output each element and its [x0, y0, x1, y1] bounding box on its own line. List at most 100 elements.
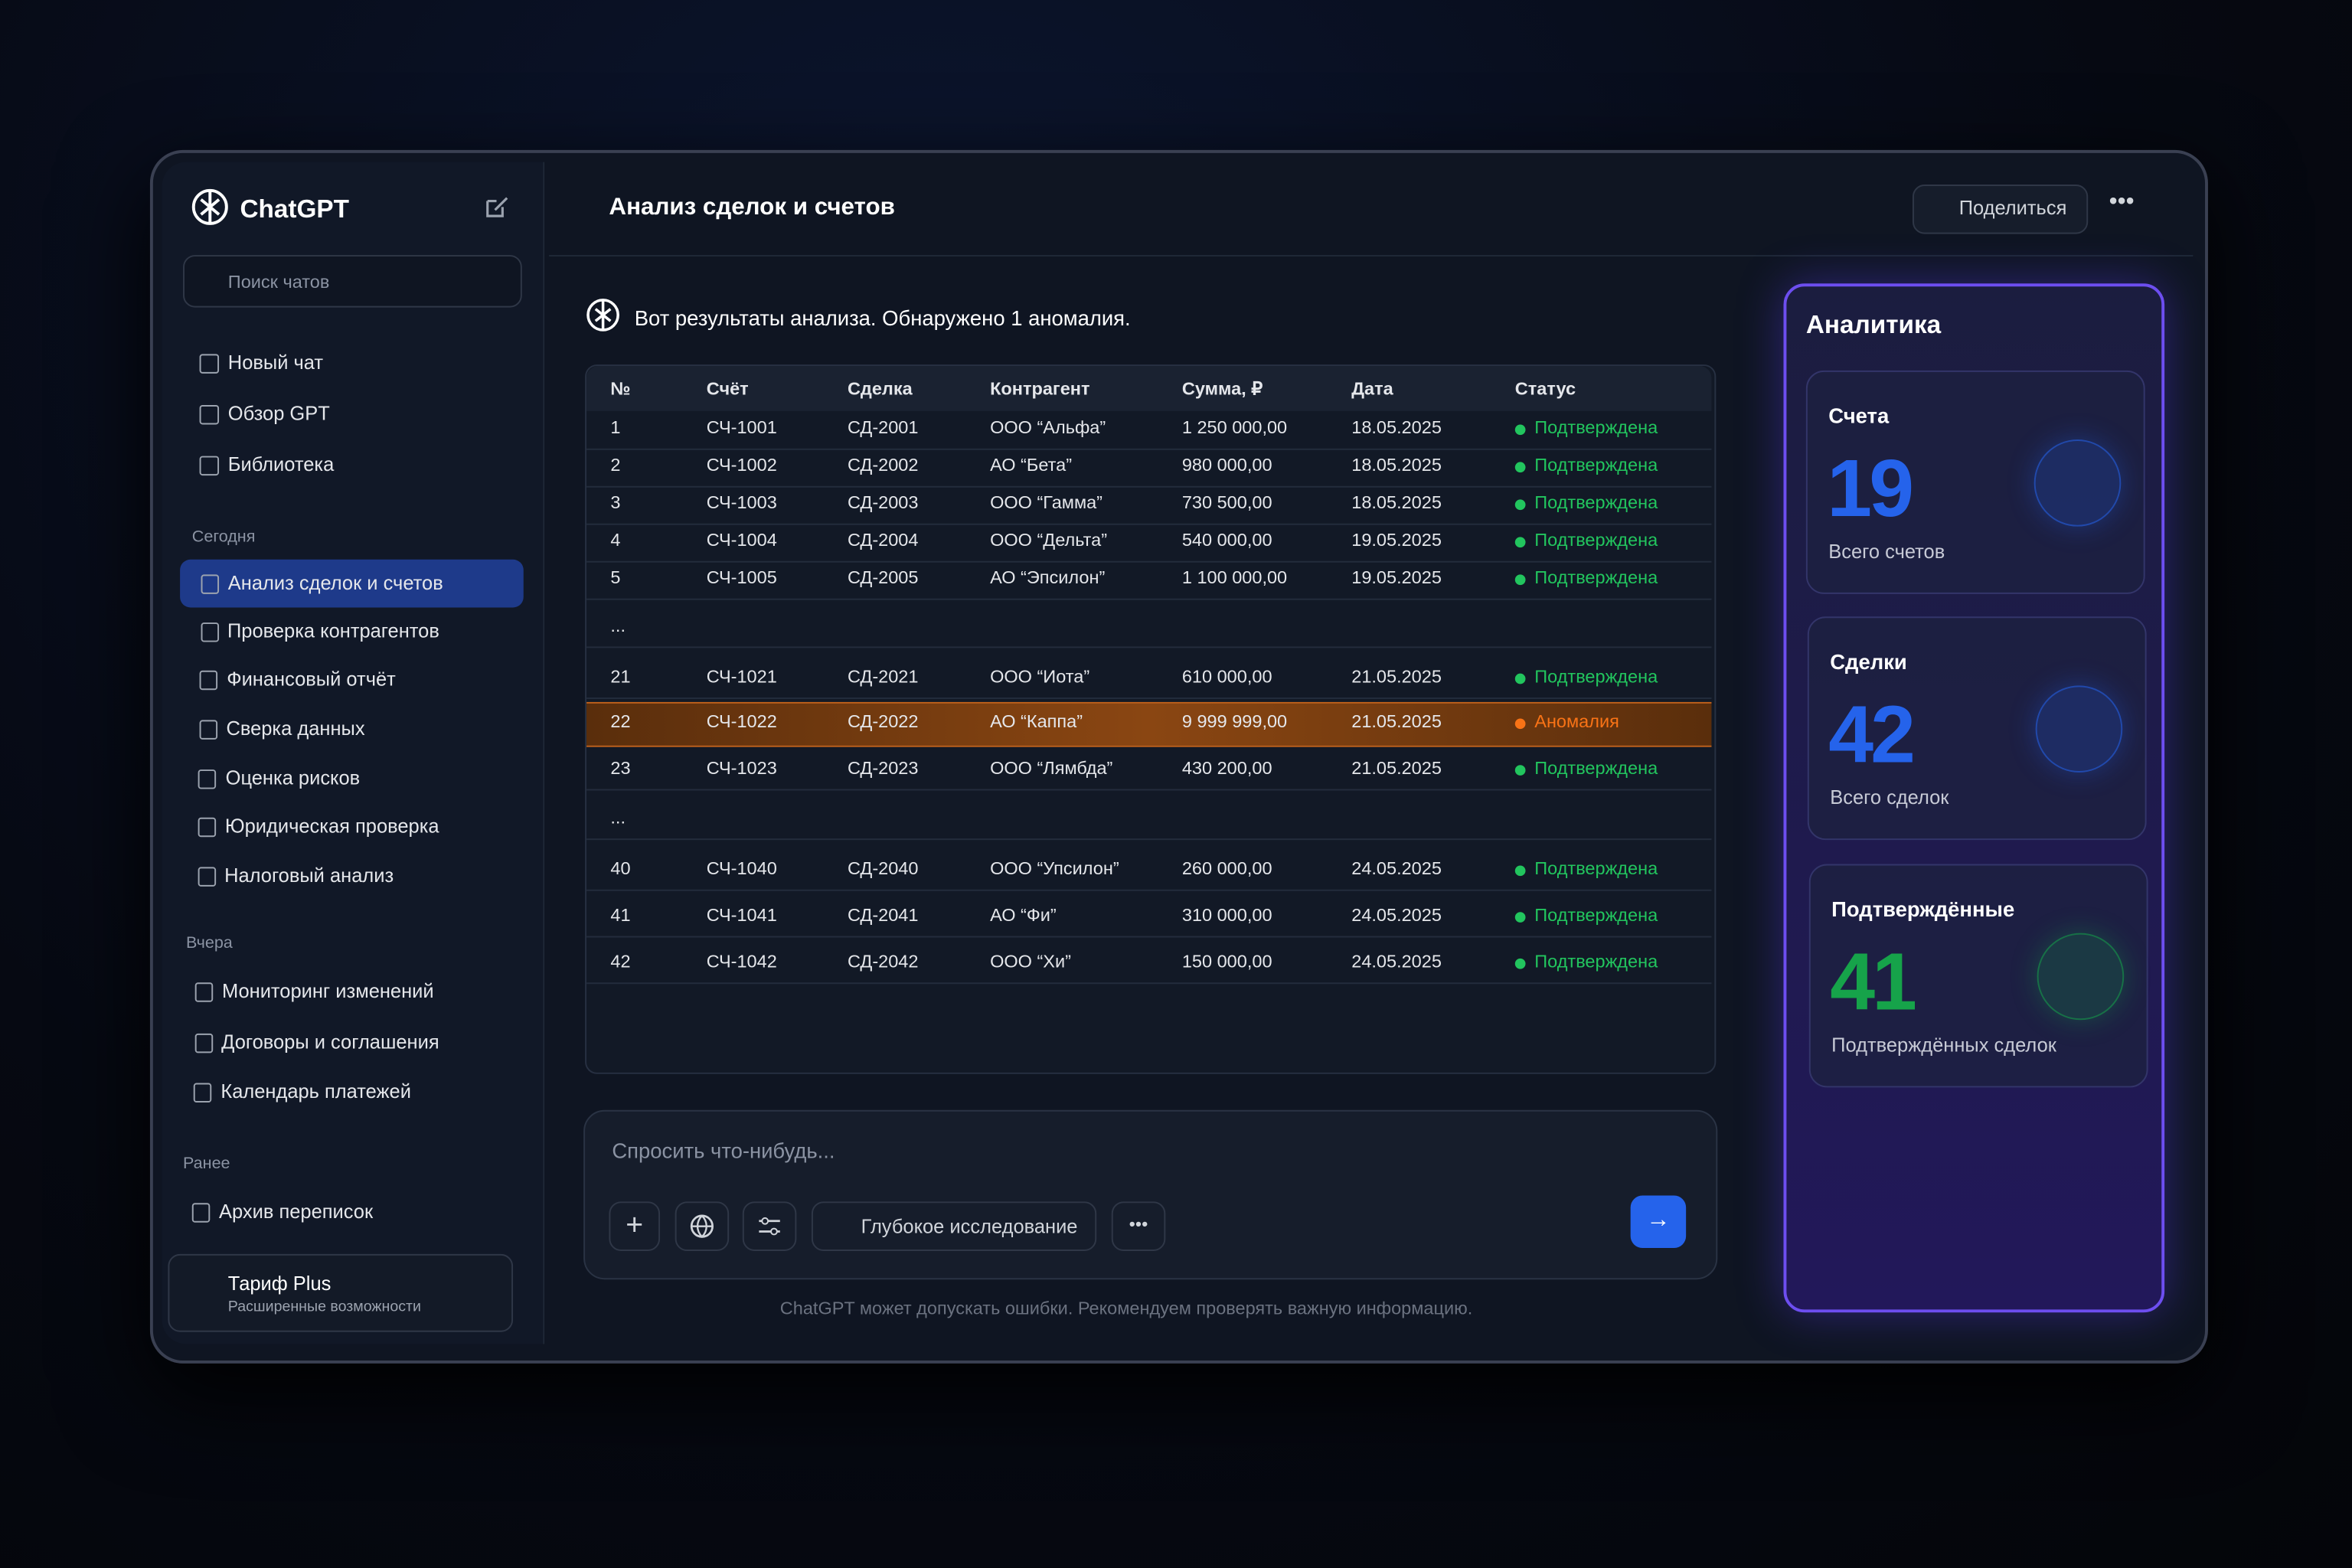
nav-item[interactable]: Обзор GPT: [227, 402, 330, 425]
cell: СЧ-1003: [706, 492, 777, 514]
cell: ООО “Альфа”: [990, 416, 1106, 439]
cell: 1 250 000,00: [1181, 416, 1288, 439]
cell: СД-2042: [847, 951, 919, 972]
cell: 260 000,00: [1181, 858, 1272, 880]
status-dot: [1514, 765, 1526, 776]
cell: 21.05.2025: [1351, 710, 1442, 733]
status: Подтверждена: [1534, 858, 1658, 880]
web-button[interactable]: [675, 1201, 730, 1251]
active-chat: [180, 559, 524, 608]
cell: АО “Бета”: [990, 454, 1073, 476]
row-divider: [586, 646, 1712, 648]
cell: 19.05.2025: [1351, 567, 1442, 589]
stat-icon: [2037, 933, 2125, 1021]
chat-icon: [199, 670, 218, 691]
composer-placeholder[interactable]: Спросить что-нибудь...: [612, 1138, 835, 1163]
cell: АО “Эпсилон”: [990, 567, 1106, 589]
row-divider: [586, 560, 1712, 563]
chat-icon: [194, 1033, 213, 1054]
column-header: Статус: [1514, 377, 1576, 400]
cell: ...: [610, 807, 626, 828]
stat-label: Подтверждённые: [1831, 897, 2015, 921]
cell: 40: [610, 858, 631, 880]
nav-item[interactable]: Новый чат: [227, 351, 324, 374]
status-dot: [1514, 537, 1526, 548]
cell: АО “Каппа”: [990, 710, 1083, 733]
chat-icon: [197, 867, 216, 887]
chat-item[interactable]: Архив переписок: [219, 1200, 374, 1223]
row-divider: [586, 936, 1712, 938]
deep-research-label: Глубокое исследование: [861, 1214, 1078, 1238]
column-header: Контрагент: [990, 377, 1090, 400]
cell: СД-2005: [847, 567, 919, 589]
cell: СД-2040: [847, 858, 919, 880]
status: Подтверждена: [1534, 951, 1658, 972]
row-divider: [586, 982, 1712, 985]
cell: СД-2022: [847, 710, 919, 733]
cell: 21: [610, 665, 631, 688]
chat-item[interactable]: Юридическая проверка: [224, 814, 439, 838]
plan-subtitle: Расширенные возможности: [227, 1298, 421, 1316]
chat-icon: [201, 574, 220, 594]
chat-item[interactable]: Налоговый анализ: [224, 864, 394, 887]
cell: СД-2003: [847, 492, 919, 514]
cell: 24.05.2025: [1351, 858, 1442, 880]
add-button[interactable]: +: [609, 1201, 661, 1251]
assistant-message: Вот результаты анализа. Обнаружено 1 ано…: [634, 305, 1131, 331]
stat-caption: Подтверждённых сделок: [1831, 1033, 2056, 1057]
deep-research-button[interactable]: [811, 1201, 1097, 1251]
chat-item[interactable]: Финансовый отчёт: [227, 667, 396, 691]
status: Подтверждена: [1534, 567, 1658, 589]
cell: 4: [610, 529, 621, 551]
status-dot: [1514, 499, 1526, 511]
nav-item[interactable]: Библиотека: [227, 452, 335, 476]
cell: СЧ-1004: [706, 529, 777, 551]
cell: ООО “Гамма”: [990, 492, 1103, 514]
cell: 3: [610, 492, 621, 514]
share-label: Поделиться: [1958, 196, 2067, 220]
chat-item[interactable]: Календарь платежей: [220, 1080, 411, 1103]
cell: 430 200,00: [1181, 757, 1272, 779]
new-chat-icon[interactable]: [483, 194, 510, 220]
chat-item[interactable]: Договоры и соглашения: [221, 1030, 439, 1054]
nav-icon: [199, 456, 220, 476]
more-tools[interactable]: •••: [1111, 1201, 1166, 1251]
plan-box[interactable]: [168, 1253, 514, 1332]
cell: СД-2004: [847, 529, 919, 551]
more-menu[interactable]: •••: [2109, 188, 2135, 215]
status-dot: [1514, 865, 1526, 877]
status: Подтверждена: [1534, 529, 1658, 551]
cell: 19.05.2025: [1351, 529, 1442, 551]
row-divider: [586, 889, 1712, 891]
tools-button[interactable]: [742, 1201, 797, 1251]
cell: СД-2002: [847, 454, 919, 476]
chat-item[interactable]: Сверка данных: [226, 717, 365, 740]
cell: СЧ-1042: [706, 951, 777, 972]
cell: 18.05.2025: [1351, 454, 1442, 476]
chat-item[interactable]: Проверка контрагентов: [227, 619, 439, 642]
cell: 730 500,00: [1181, 492, 1272, 514]
composer: [583, 1109, 1718, 1280]
stat-value: 42: [1828, 690, 1916, 780]
share-button[interactable]: [1912, 184, 2089, 234]
status: Подтверждена: [1534, 454, 1658, 476]
header-divider: [549, 255, 2194, 257]
chat-item[interactable]: Мониторинг изменений: [221, 979, 434, 1002]
search-box[interactable]: [183, 255, 522, 308]
cell: 24.05.2025: [1351, 904, 1442, 926]
status-dot: [1514, 574, 1526, 586]
chat-item[interactable]: Анализ сделок и счетов: [227, 571, 443, 594]
cell: 610 000,00: [1181, 665, 1272, 688]
cell: ...: [610, 615, 626, 636]
assistant-avatar: [586, 299, 619, 332]
stat-icon: [2034, 439, 2122, 527]
cell: 1 100 000,00: [1181, 567, 1288, 589]
chat-title[interactable]: Анализ сделок и счетов: [609, 194, 895, 221]
cell: 540 000,00: [1181, 529, 1272, 551]
chat-icon: [200, 622, 219, 642]
cell: АО “Фи”: [990, 904, 1057, 926]
send-button[interactable]: →: [1630, 1195, 1687, 1249]
chat-icon: [199, 720, 217, 740]
chat-item[interactable]: Оценка рисков: [225, 766, 361, 789]
